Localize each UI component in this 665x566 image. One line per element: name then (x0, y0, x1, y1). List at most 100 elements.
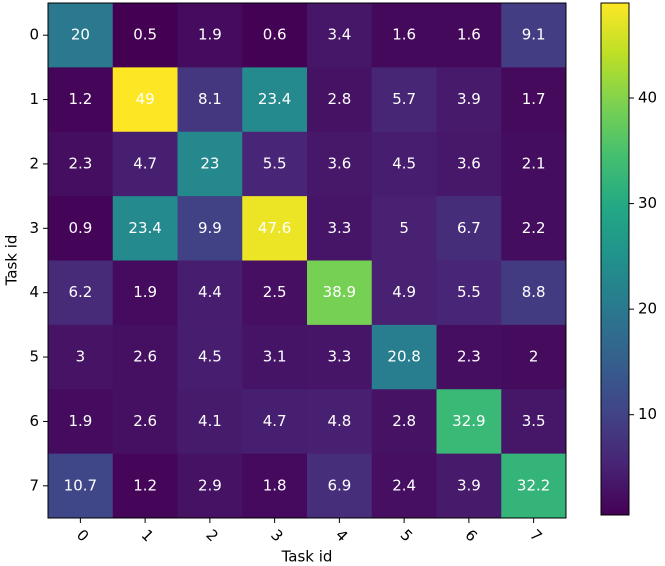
cell-label: 4.8 (327, 412, 351, 430)
heatmap-cell (242, 3, 308, 68)
cell-label: 4.1 (198, 412, 222, 430)
x-tick-label: 7 (526, 526, 545, 545)
cell-label: 2.6 (133, 412, 157, 430)
cell-label: 5.5 (263, 154, 287, 172)
colorbar-tick-label: 30 (638, 194, 657, 212)
heatmap-cell (242, 260, 308, 326)
colorbar (600, 2, 630, 516)
cell-label: 4.7 (133, 154, 157, 172)
heatmap-cell (177, 324, 243, 390)
x-tick-label: 5 (397, 526, 416, 545)
cell-label: 5.5 (457, 283, 481, 301)
cell-label: 1.9 (133, 283, 157, 301)
x-tick-label: 6 (461, 526, 480, 545)
heatmap-cell (112, 131, 178, 197)
cell-label: 1.2 (133, 476, 157, 494)
heatmap-cell (242, 389, 308, 455)
heatmap-cell (242, 324, 308, 390)
y-tick-label: 7 (29, 476, 39, 494)
heatmap-cell (177, 67, 243, 133)
cell-label: 2.2 (522, 219, 546, 237)
heatmap-cell (436, 3, 502, 68)
heatmap-cell (501, 67, 567, 133)
heatmap-cell (242, 453, 308, 519)
y-tick-label: 0 (29, 26, 39, 44)
heatmap-cell (242, 131, 308, 197)
x-tick-label: 4 (332, 526, 351, 545)
heatmap-cell (112, 196, 178, 261)
heatmap-cell (371, 324, 437, 390)
cell-label: 8.1 (198, 90, 222, 108)
heatmap-cell (177, 196, 243, 261)
heatmap-cell (112, 260, 178, 326)
heatmap-cell (177, 3, 243, 68)
heatmap-cell (436, 196, 502, 261)
y-tick-label: 2 (29, 154, 39, 172)
heatmap-cell (501, 196, 567, 261)
heatmap-cell (307, 131, 373, 197)
cell-label: 5 (399, 219, 409, 237)
cell-label: 3.9 (457, 90, 481, 108)
heatmap-cell (371, 3, 437, 68)
heatmap-cell (307, 453, 373, 519)
cell-label: 3.9 (457, 476, 481, 494)
heatmap-cell (371, 196, 437, 261)
heatmap-cell (48, 196, 114, 261)
heatmap-cell (371, 260, 437, 326)
heatmap-cell (436, 260, 502, 326)
cell-label: 20 (71, 26, 90, 44)
cell-label: 6.2 (68, 283, 92, 301)
cell-label: 0.5 (133, 26, 157, 44)
heatmap-cell (371, 131, 437, 197)
heatmap-cell (242, 67, 308, 133)
cell-label: 1.7 (522, 90, 546, 108)
cell-label: 2.9 (198, 476, 222, 494)
heatmap-cell (48, 453, 114, 519)
x-tick-label: 2 (202, 526, 221, 545)
cell-label: 23 (200, 154, 219, 172)
y-tick-label: 3 (29, 219, 39, 237)
cell-label: 3.3 (327, 219, 351, 237)
cell-label: 2.8 (327, 90, 351, 108)
cell-label: 4.5 (392, 154, 416, 172)
heatmap-cell (501, 260, 567, 326)
cell-label: 20.8 (387, 348, 420, 366)
heatmap-cell (177, 389, 243, 455)
cell-label: 3.1 (263, 348, 287, 366)
heatmap-cell (177, 260, 243, 326)
cell-label: 47.6 (258, 219, 291, 237)
heatmap-cell (48, 3, 114, 68)
heatmap-cell (48, 324, 114, 390)
cell-label: 4.7 (263, 412, 287, 430)
cell-label: 32.9 (452, 412, 485, 430)
heatmap-cell (177, 131, 243, 197)
heatmap-cell (48, 131, 114, 197)
cell-label: 0.6 (263, 26, 287, 44)
heatmap-cell (436, 67, 502, 133)
cell-label: 9.9 (198, 219, 222, 237)
y-tick-label: 6 (29, 412, 39, 430)
cell-label: 4.5 (198, 348, 222, 366)
heatmap-cell (177, 453, 243, 519)
y-tick-label: 4 (29, 283, 39, 301)
cell-label: 2.4 (392, 476, 416, 494)
heatmap-cell (112, 389, 178, 455)
heatmap-cell (436, 131, 502, 197)
cell-label: 23.4 (258, 90, 291, 108)
cell-label: 1.6 (457, 26, 481, 44)
heatmap-cell (112, 3, 178, 68)
cell-label: 6.7 (457, 219, 481, 237)
heatmap-cell (48, 67, 114, 133)
cell-label: 3.3 (327, 348, 351, 366)
heatmap-cell (48, 260, 114, 326)
heatmap-cell (436, 389, 502, 455)
colorbar-tick-label: 20 (638, 300, 657, 318)
heatmap-cell (112, 453, 178, 519)
cell-label: 2.5 (263, 283, 287, 301)
cell-label: 23.4 (128, 219, 161, 237)
cell-label: 9.1 (522, 26, 546, 44)
heatmap-cell (307, 389, 373, 455)
heatmap-cell (307, 324, 373, 390)
cell-label: 5.7 (392, 90, 416, 108)
